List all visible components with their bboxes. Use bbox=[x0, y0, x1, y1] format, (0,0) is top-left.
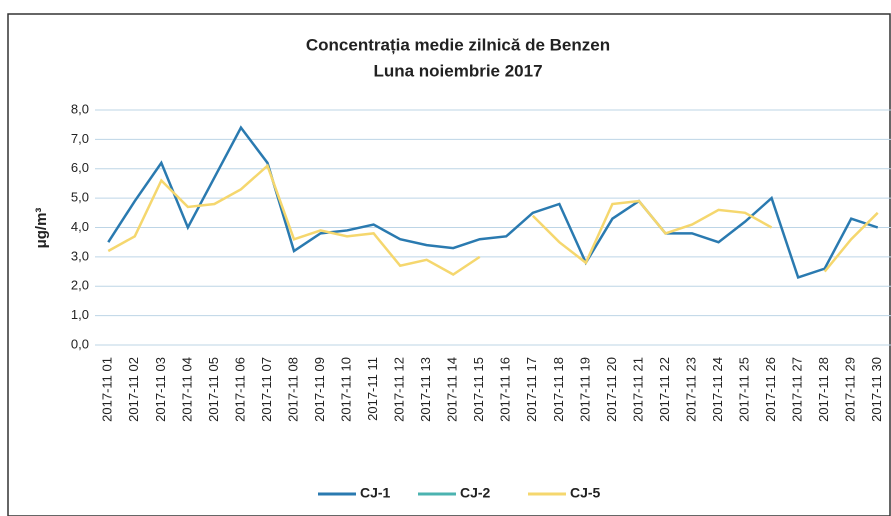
x-tick-label: 2017-11 27 bbox=[790, 357, 805, 422]
chart-subtitle: Luna noiembrie 2017 bbox=[373, 61, 542, 80]
legend-label: CJ-1 bbox=[360, 485, 391, 501]
x-tick-label: 2017-11 10 bbox=[339, 357, 354, 422]
x-tick-label: 2017-11 17 bbox=[524, 357, 539, 422]
y-tick-label: 1,0 bbox=[71, 307, 89, 322]
x-tick-label: 2017-11 05 bbox=[206, 357, 221, 422]
x-tick-label: 2017-11 16 bbox=[498, 357, 513, 422]
y-tick-label: 8,0 bbox=[71, 101, 89, 116]
x-tick-label: 2017-11 28 bbox=[816, 357, 831, 422]
x-tick-label: 2017-11 20 bbox=[604, 357, 619, 422]
x-tick-label: 2017-11 25 bbox=[737, 357, 752, 422]
y-tick-label: 5,0 bbox=[71, 190, 89, 205]
x-tick-label: 2017-11 19 bbox=[577, 357, 592, 422]
y-tick-label: 2,0 bbox=[71, 278, 89, 293]
x-tick-label: 2017-11 04 bbox=[179, 357, 194, 422]
series-line bbox=[107, 125, 879, 280]
x-tick-label: 2017-11 24 bbox=[710, 357, 725, 422]
y-tick-label: 0,0 bbox=[71, 336, 89, 351]
x-tick-label: 2017-11 29 bbox=[843, 357, 858, 422]
y-tick-label: 4,0 bbox=[71, 219, 89, 234]
series-line bbox=[107, 163, 879, 276]
x-tick-label: 2017-11 01 bbox=[100, 357, 115, 422]
x-tick-label: 2017-11 12 bbox=[392, 357, 407, 422]
x-tick-label: 2017-11 23 bbox=[683, 357, 698, 422]
x-tick-label: 2017-11 21 bbox=[630, 357, 645, 422]
x-tick-label: 2017-11 06 bbox=[232, 357, 247, 422]
chart-title: Concentrația medie zilnică de Benzen bbox=[306, 35, 610, 54]
x-tick-label: 2017-11 15 bbox=[471, 357, 486, 422]
x-tick-label: 2017-11 13 bbox=[418, 357, 433, 422]
y-tick-label: 3,0 bbox=[71, 248, 89, 263]
x-tick-label: 2017-11 14 bbox=[445, 357, 460, 422]
y-axis-title: μg/m³ bbox=[33, 208, 50, 249]
x-tick-label: 2017-11 22 bbox=[657, 357, 672, 422]
x-tick-label: 2017-11 03 bbox=[153, 357, 168, 422]
x-tick-label: 2017-11 26 bbox=[763, 357, 778, 422]
chart-frame bbox=[7, 13, 891, 516]
x-tick-label: 2017-11 02 bbox=[126, 357, 141, 422]
x-tick-label: 2017-11 30 bbox=[869, 357, 884, 422]
legend-label: CJ-2 bbox=[460, 485, 491, 501]
y-tick-label: 6,0 bbox=[71, 160, 89, 175]
x-tick-label: 2017-11 09 bbox=[312, 357, 327, 422]
x-tick-label: 2017-11 11 bbox=[365, 357, 380, 421]
y-tick-label: 7,0 bbox=[71, 131, 89, 146]
legend-label: CJ-5 bbox=[570, 485, 601, 501]
x-tick-label: 2017-11 07 bbox=[259, 357, 274, 422]
x-tick-label: 2017-11 18 bbox=[551, 357, 566, 422]
x-tick-label: 2017-11 08 bbox=[285, 357, 300, 422]
